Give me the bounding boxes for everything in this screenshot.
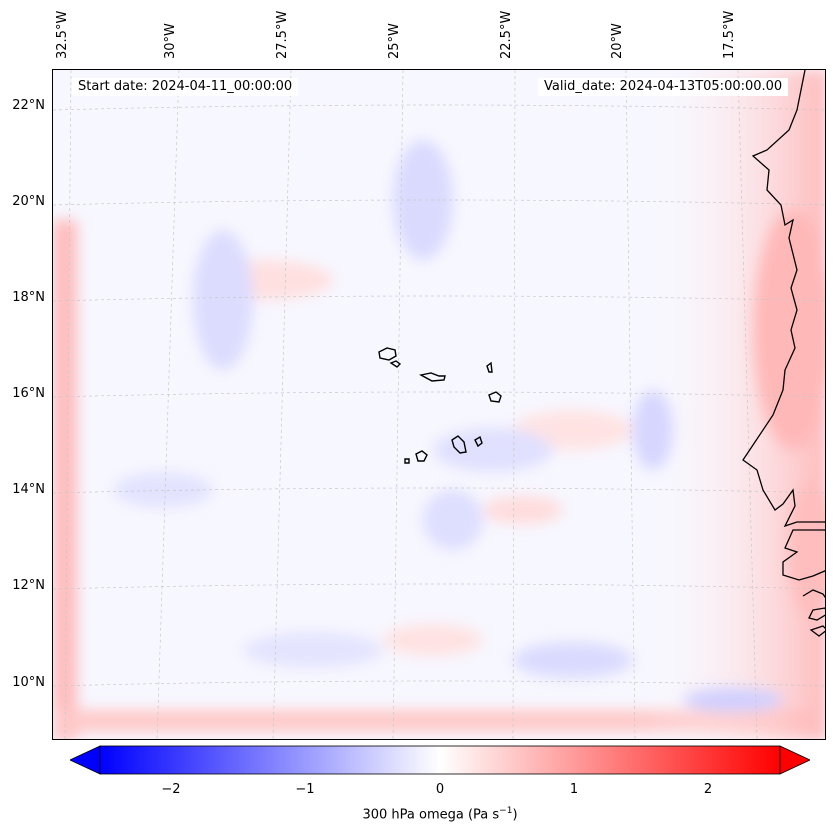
cape-verde-islands	[378, 347, 502, 464]
lon-label-20w: 20°W	[610, 23, 625, 59]
lat-label-12n: 12°N	[12, 578, 45, 593]
colorbar-gradient	[99, 745, 781, 775]
colorbar-label-main: 300 hPa omega (Pa s	[362, 807, 500, 823]
island-maio	[474, 435, 483, 448]
colorbar	[70, 745, 810, 775]
lon-label-17-5w: 17.5°W	[722, 10, 737, 59]
island-santiago	[451, 435, 467, 454]
lon-label-25w: 25°W	[387, 23, 402, 59]
colorbar-tick-minus-2: −2	[161, 782, 181, 797]
lat-label-18n: 18°N	[12, 290, 45, 305]
start-date-label: Start date: 2024-04-11_00:00:00	[72, 78, 299, 96]
west-africa-coastline	[742, 70, 825, 637]
map-panel	[52, 69, 826, 740]
lat-label-10n: 10°N	[12, 675, 45, 690]
island-sao-nicolau	[418, 372, 446, 382]
island-santo-antao	[378, 347, 397, 361]
island-sao-vicente	[389, 360, 402, 368]
valid-date-label: Valid_date: 2024-04-13T05:00:00.00	[538, 78, 789, 96]
lat-label-20n: 20°N	[12, 194, 45, 209]
colorbar-tick-minus-1: −1	[295, 782, 315, 797]
colorbar-extend-min	[70, 745, 101, 775]
colorbar-tick-0: 0	[435, 782, 445, 797]
graticule	[53, 70, 825, 739]
colorbar-extend-max	[779, 745, 810, 775]
island-brava	[404, 458, 410, 464]
lat-label-16n: 16°N	[12, 386, 45, 401]
lat-label-14n: 14°N	[12, 482, 45, 497]
colorbar-label: 300 hPa omega (Pa s−1)	[0, 806, 837, 822]
island-fogo	[415, 450, 428, 462]
colorbar-tick-1: 1	[569, 782, 579, 797]
omega-field-blobs	[53, 70, 825, 739]
omega-field-map	[53, 70, 825, 739]
lon-label-22-5w: 22.5°W	[499, 10, 514, 59]
lon-label-27-5w: 27.5°W	[275, 10, 290, 59]
colorbar-label-exponent: −1	[499, 806, 513, 816]
island-boa-vista	[488, 391, 502, 403]
lon-label-32-5w: 32.5°W	[55, 10, 70, 59]
colorbar-label-close: )	[512, 807, 518, 823]
colorbar-tick-2: 2	[703, 782, 713, 797]
lon-label-30w: 30°W	[163, 23, 178, 59]
island-sal	[486, 361, 493, 373]
lat-label-22n: 22°N	[12, 98, 45, 113]
